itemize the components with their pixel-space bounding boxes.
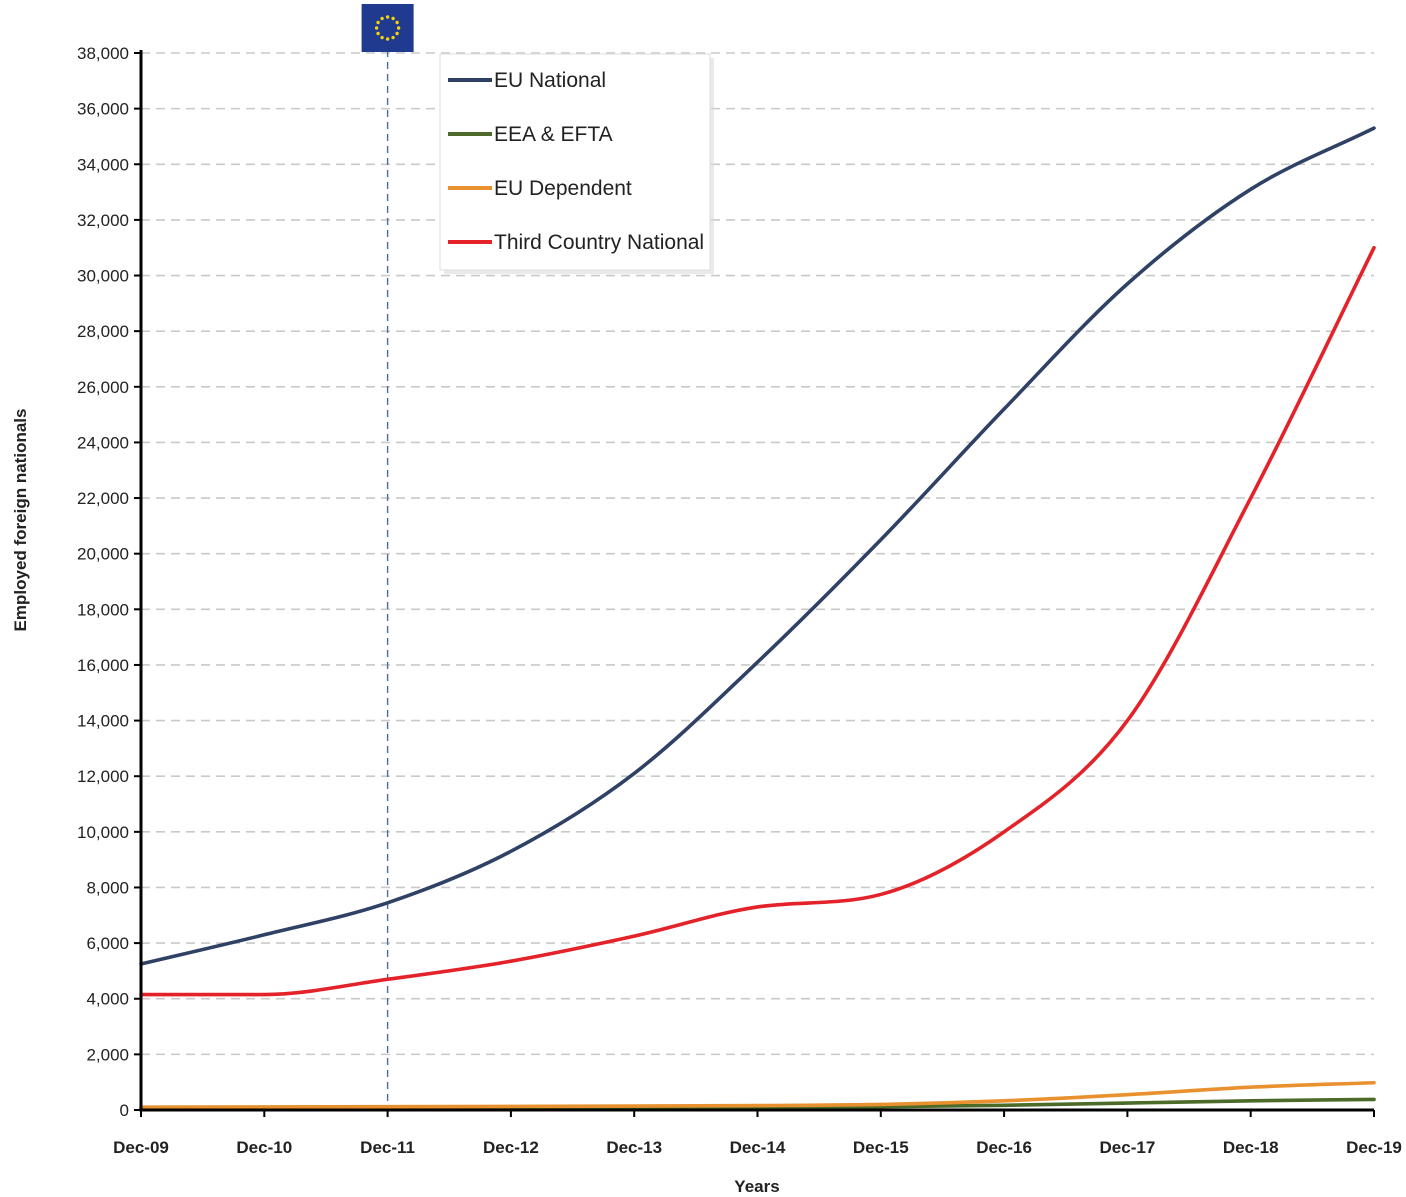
flag-star [391,16,395,21]
x-tick-label: Dec-14 [730,1138,786,1157]
flag-star [395,20,399,25]
series-line-eu-dependent [139,1080,1376,1110]
x-tick-label: Dec-15 [853,1138,909,1157]
y-tick-label: 22,000 [77,489,129,508]
dec-11-marker [361,4,414,1110]
legend-label-third-country-national: Third Country National [494,231,704,254]
flag-star [376,20,380,25]
y-tick-label: 32,000 [77,211,129,230]
x-tick-label: Dec-16 [976,1138,1032,1157]
y-tick-label: 10,000 [77,823,129,842]
flag-star [396,26,401,30]
gridlines [141,52,1374,1056]
y-tick-label: 6,000 [86,934,129,953]
x-tick-labels: Dec-09 Dec-10 Dec-11 Dec-12 Dec-13 Dec-14 Dec-… [113,1138,1402,1157]
y-tick-label: 24,000 [77,433,129,452]
x-tick-label: Dec-18 [1223,1138,1279,1157]
flag-star [385,37,390,41]
x-tick-label: Dec-13 [606,1138,662,1157]
y-tick-label: 34,000 [77,155,129,174]
x-tick-label: Dec-12 [483,1138,539,1157]
x-tick-label: Dec-09 [113,1138,169,1157]
series-line-third-country-national [139,245,1376,997]
y-tick-label: 26,000 [77,378,129,397]
flag-star [376,31,380,36]
y-tick-label: 2,000 [86,1045,129,1064]
flag-star [380,16,384,21]
y-tick-label: 30,000 [77,267,129,286]
flag-star [385,15,390,19]
flag-background [361,4,414,52]
legend-label-eu-national: EU National [494,69,606,92]
x-tick-label: Dec-19 [1346,1138,1402,1157]
series-line-eu-national [139,126,1376,966]
y-tick-label: 38,000 [77,44,129,63]
y-tick-label: 8,000 [86,878,129,897]
y-tick-label: 4,000 [86,990,129,1009]
y-axis-title: Employed foreign nationals [11,409,30,632]
y-tick-label: 36,000 [77,100,129,119]
series-lines [139,126,1376,1111]
y-tick-labels: 0 2,000 4,000 6,000 8,000 10,000 12,000 14,000 1… [77,44,129,1120]
flag-star [395,31,399,36]
flag-star [374,26,379,30]
y-tick-label: 0 [120,1101,129,1120]
x-axis-title: Years [734,1177,779,1196]
y-tick-label: 28,000 [77,322,129,341]
x-tick-label: Dec-10 [236,1138,292,1157]
eu-flag-icon [361,4,414,52]
y-tick-label: 16,000 [77,656,129,675]
legend-label-eea-efta: EEA & EFTA [494,123,613,146]
y-tick-label: 20,000 [77,545,129,564]
flag-star [391,35,395,40]
legend-box [439,53,711,271]
flag-star [380,35,384,40]
y-tick-label: 12,000 [77,767,129,786]
legend-label-eu-dependent: EU Dependent [494,177,632,200]
x-tick-label: Dec-11 [360,1138,415,1157]
y-tick-label: 14,000 [77,712,129,731]
y-tick-label: 18,000 [77,600,129,619]
axes [134,50,1375,1117]
legend: EU National EEA & EFTA EU Dependent Third C… [439,53,714,274]
x-tick-label: Dec-17 [1100,1138,1156,1157]
